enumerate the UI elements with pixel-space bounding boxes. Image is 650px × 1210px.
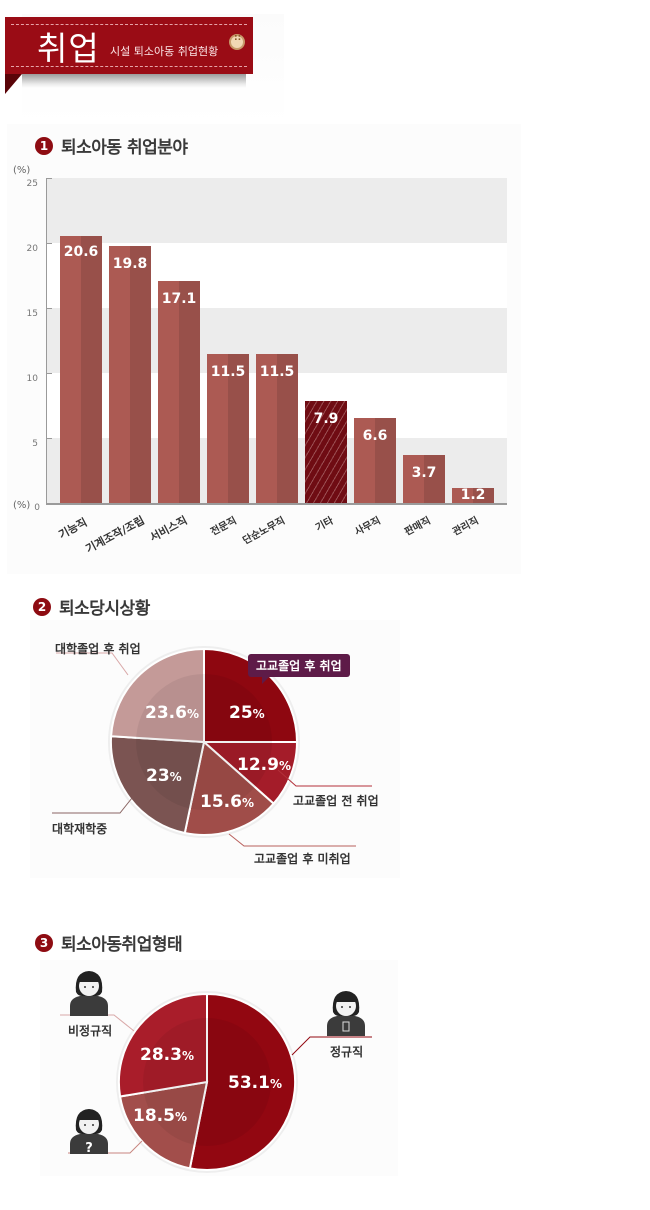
person-with-badge-icon — [327, 991, 365, 1036]
y-tick: 5 — [32, 439, 38, 449]
bar-기능직: 20.6 — [60, 236, 102, 504]
ribbon-shadow — [22, 74, 246, 88]
section-2-title: 2 퇴소당시상황 — [33, 594, 150, 619]
pie-label: 고교졸업 후 미취업 — [254, 852, 351, 866]
y-tick-mark — [46, 373, 52, 374]
bar-value: 20.6 — [63, 244, 99, 260]
section-1-title: 1 퇴소아동 취업분야 — [35, 133, 188, 158]
section-number-badge: 1 — [35, 136, 53, 155]
section-heading: 퇴소당시상황 — [59, 599, 150, 619]
section-number-badge: 3 — [35, 933, 53, 952]
bar-value: 11.5 — [210, 364, 246, 380]
bar-value: 1.2 — [460, 487, 486, 503]
pie-value: 28.3% — [140, 1045, 194, 1065]
y-tick-mark — [46, 243, 52, 244]
section-heading: 퇴소아동취업형태 — [61, 935, 183, 955]
pie-value: 12.9% — [237, 755, 291, 775]
x-axis — [46, 503, 507, 505]
bar-value: 19.8 — [112, 256, 148, 272]
page-subtitle: 시설 퇴소아동 취업현황 — [110, 45, 219, 58]
page-title: 취업 — [37, 29, 100, 68]
pie-value: 15.6% — [200, 792, 254, 812]
bar-value: 7.9 — [313, 411, 339, 427]
bar-관리직: 1.2 — [452, 487, 494, 504]
button-icon — [229, 33, 245, 50]
pie-label: 대학졸업 후 취업 — [55, 642, 141, 656]
ribbon-fold — [5, 74, 22, 94]
pie-label: 고교졸업 전 취업 — [293, 794, 379, 808]
bar-사무직: 6.6 — [354, 418, 396, 504]
svg-text:?: ? — [85, 1141, 93, 1154]
grid-band — [46, 178, 507, 243]
bar-단순노무직: 11.5 — [256, 354, 298, 504]
bar-판매직: 3.7 — [403, 455, 445, 504]
callout-label: 고교졸업 후 취업 — [248, 654, 350, 684]
y-tick: 25 — [26, 179, 38, 189]
pie-value: 53.1% — [228, 1073, 282, 1093]
y-unit-top: (%) — [13, 165, 31, 176]
section-number-badge: 2 — [33, 597, 51, 616]
header-ribbon — [5, 17, 253, 74]
pie-label: 비정규직 — [68, 1024, 113, 1038]
person-question-icon: ? — [70, 1109, 108, 1154]
bar-value: 11.5 — [259, 364, 295, 380]
y-tick: 0 — [34, 503, 40, 513]
pie-label: 정규직 — [330, 1045, 364, 1059]
pie-value: 25% — [229, 703, 265, 723]
y-tick: 15 — [26, 309, 38, 319]
pie-value: 23% — [146, 766, 182, 786]
y-tick-mark — [46, 178, 52, 179]
y-axis — [46, 178, 47, 504]
bar-value: 6.6 — [362, 428, 388, 444]
y-unit-bottom: (%) — [13, 500, 31, 511]
section-3-title: 3 퇴소아동취업형태 — [35, 930, 183, 955]
y-tick-mark — [46, 438, 52, 439]
pie-chart-situation — [52, 646, 372, 847]
bar-기계조작조립: 19.8 — [109, 246, 151, 504]
section-heading: 퇴소아동 취업분야 — [61, 138, 188, 158]
bar-기타: 7.9 — [305, 401, 347, 504]
pie-value: 23.6% — [145, 703, 199, 723]
bar-서비스직: 17.1 — [158, 281, 200, 504]
y-tick: 20 — [26, 244, 38, 254]
y-tick-mark — [46, 308, 52, 309]
pie-label: 대학재학중 — [52, 822, 108, 836]
y-tick: 10 — [26, 374, 38, 384]
bar-value: 17.1 — [161, 291, 197, 307]
pie-chart-employment-type — [60, 991, 372, 1173]
person-icon — [70, 971, 108, 1016]
bar-value: 3.7 — [411, 465, 437, 481]
bar-전문직: 11.5 — [207, 354, 249, 504]
pie-value: 18.5% — [133, 1106, 187, 1126]
